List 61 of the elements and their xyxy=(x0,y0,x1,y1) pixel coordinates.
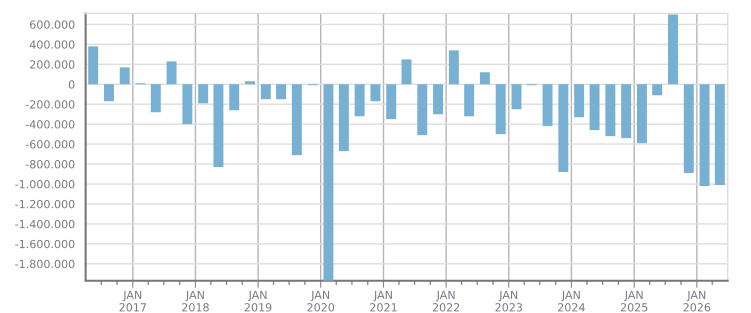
bar xyxy=(386,84,396,120)
y-tick-label: 600.000 xyxy=(30,20,74,29)
bar xyxy=(684,84,694,174)
y-tick-label: -800.000 xyxy=(26,160,74,168)
y-tick-label: -1.600.000 xyxy=(15,240,74,248)
bar xyxy=(338,84,349,152)
bar xyxy=(605,84,616,136)
bar xyxy=(276,84,286,100)
bar xyxy=(182,84,192,124)
x-tick-label: JAN 2022 xyxy=(432,290,460,312)
bar xyxy=(354,84,365,116)
bar xyxy=(402,59,412,84)
bar xyxy=(245,81,255,84)
y-tick-label: -1.200.000 xyxy=(15,200,74,208)
y-tick-label: 400.000 xyxy=(30,40,74,49)
bar xyxy=(512,84,522,110)
bar xyxy=(166,61,177,84)
bar xyxy=(323,84,334,281)
bar xyxy=(229,84,240,110)
bar xyxy=(652,84,662,96)
bar xyxy=(542,84,553,126)
x-tick-label: JAN 2017 xyxy=(119,290,146,312)
bar xyxy=(574,84,584,118)
y-tick-label: -1.000.000 xyxy=(15,180,74,188)
x-tick-label: JAN 2018 xyxy=(182,290,209,312)
y-tick-label: -200.000 xyxy=(26,100,74,109)
y-tick-label: 200.000 xyxy=(30,60,74,69)
bar xyxy=(198,84,208,104)
bar xyxy=(417,84,428,136)
bar xyxy=(700,84,710,186)
bar xyxy=(104,84,114,102)
y-tick-label: -600.000 xyxy=(26,140,74,148)
x-tick-label: JAN 2024 xyxy=(558,290,585,312)
x-tick-label: JAN 2026 xyxy=(684,290,710,312)
bar xyxy=(260,84,271,100)
bar xyxy=(480,72,490,84)
bar xyxy=(120,67,130,84)
bar xyxy=(668,14,678,84)
y-tick-label: -400.000 xyxy=(26,120,74,129)
bar xyxy=(714,84,725,186)
x-tick-label: JAN 2021 xyxy=(370,290,397,312)
bar xyxy=(590,84,600,130)
y-tick-label: -1.400.000 xyxy=(15,220,74,228)
bar xyxy=(88,46,98,84)
bar xyxy=(636,84,647,144)
bar xyxy=(558,84,568,172)
x-tick-label: JAN 2019 xyxy=(244,290,272,312)
bar xyxy=(464,84,474,116)
bar xyxy=(433,84,444,114)
x-tick-label: JAN 2020 xyxy=(307,290,334,312)
bar xyxy=(292,84,302,156)
y-tick-label: 0 xyxy=(68,80,74,89)
x-tick-label: JAN 2025 xyxy=(620,290,648,312)
bar xyxy=(370,84,380,102)
y-tick-label: -1.800.000 xyxy=(15,260,74,268)
x-tick-label: JAN 2023 xyxy=(495,290,522,312)
bar xyxy=(621,84,632,138)
bar xyxy=(448,50,459,84)
bar xyxy=(150,84,161,112)
bar xyxy=(496,84,506,134)
bar xyxy=(213,84,224,168)
